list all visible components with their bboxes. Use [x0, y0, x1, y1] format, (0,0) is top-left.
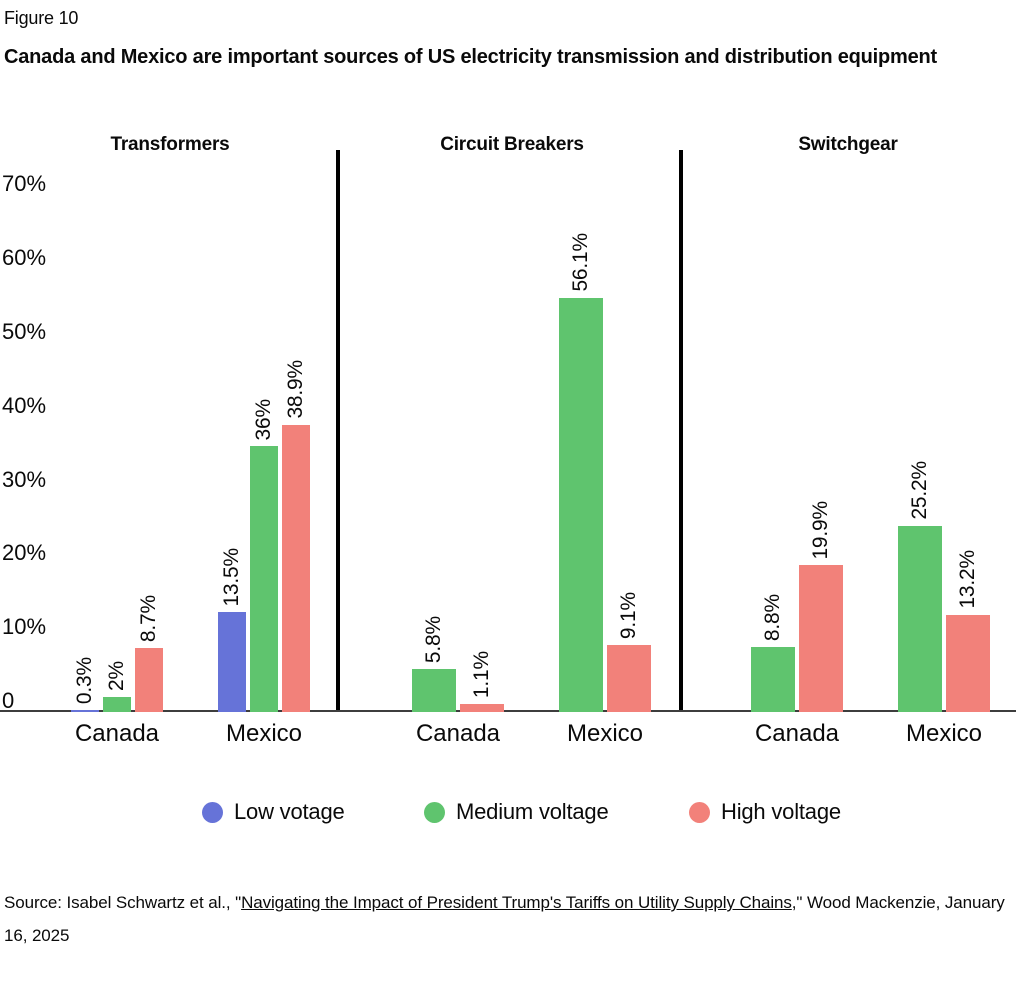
bar-value-label-circuit-breakers-canada-high-voltage: 1.1% — [470, 650, 493, 698]
y-tick-label-0: 0 — [2, 688, 15, 713]
x-axis-line — [0, 710, 1016, 712]
figure-number-label: Figure 10 — [4, 8, 79, 28]
bar-transformers-canada-low-votage — [71, 709, 99, 712]
panel-title-switchgear: Switchgear — [798, 134, 898, 155]
bar-value-label-switchgear-mexico-high-voltage: 13.2% — [956, 550, 979, 609]
source-link[interactable]: Navigating the Impact of President Trump… — [241, 893, 792, 912]
bar-value-label-transformers-canada-medium-voltage: 2% — [105, 661, 128, 692]
bar-switchgear-canada-high-voltage — [799, 565, 843, 712]
source-prefix: Source: Isabel Schwartz et al., " — [4, 893, 242, 912]
category-label-switchgear-mexico: Mexico — [905, 720, 983, 747]
panel-title-transformers: Transformers — [110, 134, 230, 155]
legend-label-medium-voltage: Medium voltage — [456, 799, 609, 824]
legend-item-low-voltage: Low votage — [202, 799, 345, 824]
source-note: Source: Isabel Schwartz et al., "Navigat… — [4, 886, 1016, 952]
bar-value-label-circuit-breakers-mexico-high-voltage: 9.1% — [617, 591, 640, 639]
figure-title: Canada and Mexico are important sources … — [4, 46, 938, 68]
bar-circuit-breakers-canada-high-voltage — [460, 703, 504, 712]
bar-value-label-switchgear-canada-high-voltage: 19.9% — [809, 500, 832, 560]
bar-switchgear-mexico-medium-voltage — [898, 526, 942, 712]
category-label-circuit-breakers-canada: Canada — [415, 720, 501, 747]
legend-marker-low-voltage-icon — [202, 801, 223, 823]
legend-marker-high-voltage-icon — [689, 801, 710, 823]
y-tick-label-70-: 70% — [2, 171, 47, 197]
legend: Low votage Medium voltage High voltage — [0, 780, 1024, 844]
bar-transformers-canada-medium-voltage — [103, 697, 131, 712]
bar-circuit-breakers-mexico-medium-voltage — [559, 297, 603, 712]
bar-transformers-mexico-medium-voltage — [250, 446, 278, 712]
y-tick-label-30-: 30% — [2, 466, 47, 492]
bar-value-label-transformers-mexico-medium-voltage: 36% — [252, 398, 275, 441]
bar-circuit-breakers-mexico-high-voltage — [607, 644, 651, 712]
bar-circuit-breakers-canada-medium-voltage — [412, 669, 456, 712]
legend-item-high-voltage: High voltage — [689, 799, 841, 824]
category-label-switchgear-canada: Canada — [754, 720, 840, 747]
bar-transformers-canada-high-voltage — [135, 647, 163, 712]
bar-chart: Transformers Circuit Breakers Switchgear… — [0, 130, 1024, 780]
legend-label-high-voltage: High voltage — [721, 799, 841, 824]
y-tick-label-40-: 40% — [2, 392, 47, 418]
y-tick-label-50-: 50% — [2, 319, 47, 344]
bar-value-label-switchgear-canada-medium-voltage: 8.8% — [761, 593, 784, 642]
bar-transformers-mexico-high-voltage — [282, 424, 310, 712]
category-label-circuit-breakers-mexico: Mexico — [566, 720, 644, 747]
bar-value-label-circuit-breakers-canada-medium-voltage: 5.8% — [422, 616, 445, 664]
bar-value-label-transformers-mexico-high-voltage: 38.9% — [284, 360, 307, 419]
source-suffix: ," Wood Mackenzie, January 16, 2025 — [4, 893, 1005, 945]
bar-value-label-switchgear-mexico-medium-voltage: 25.2% — [908, 461, 931, 521]
y-tick-label-60-: 60% — [2, 245, 47, 271]
bar-transformers-mexico-low-votage — [218, 612, 246, 712]
bar-value-label-transformers-canada-high-voltage: 8.7% — [137, 594, 160, 642]
bar-value-label-transformers-mexico-low-votage: 13.5% — [220, 547, 243, 607]
category-label-transformers-canada: Canada — [74, 720, 160, 747]
panel-divider-1 — [336, 150, 340, 712]
bar-switchgear-canada-medium-voltage — [751, 647, 795, 712]
panel-title-circuit-breakers: Circuit Breakers — [440, 134, 584, 155]
legend-marker-medium-voltage-icon — [424, 801, 445, 823]
y-tick-label-10-: 10% — [2, 614, 47, 640]
legend-label-low-voltage: Low votage — [234, 799, 345, 824]
category-label-transformers-mexico: Mexico — [225, 720, 303, 747]
bar-value-label-transformers-canada-low-votage: 0.3% — [73, 656, 96, 704]
y-tick-label-20-: 20% — [2, 540, 47, 566]
panel-divider-2 — [679, 150, 683, 712]
legend-item-medium-voltage: Medium voltage — [424, 799, 609, 824]
bar-value-label-circuit-breakers-mexico-medium-voltage: 56.1% — [569, 233, 592, 292]
bar-switchgear-mexico-high-voltage — [946, 614, 990, 712]
